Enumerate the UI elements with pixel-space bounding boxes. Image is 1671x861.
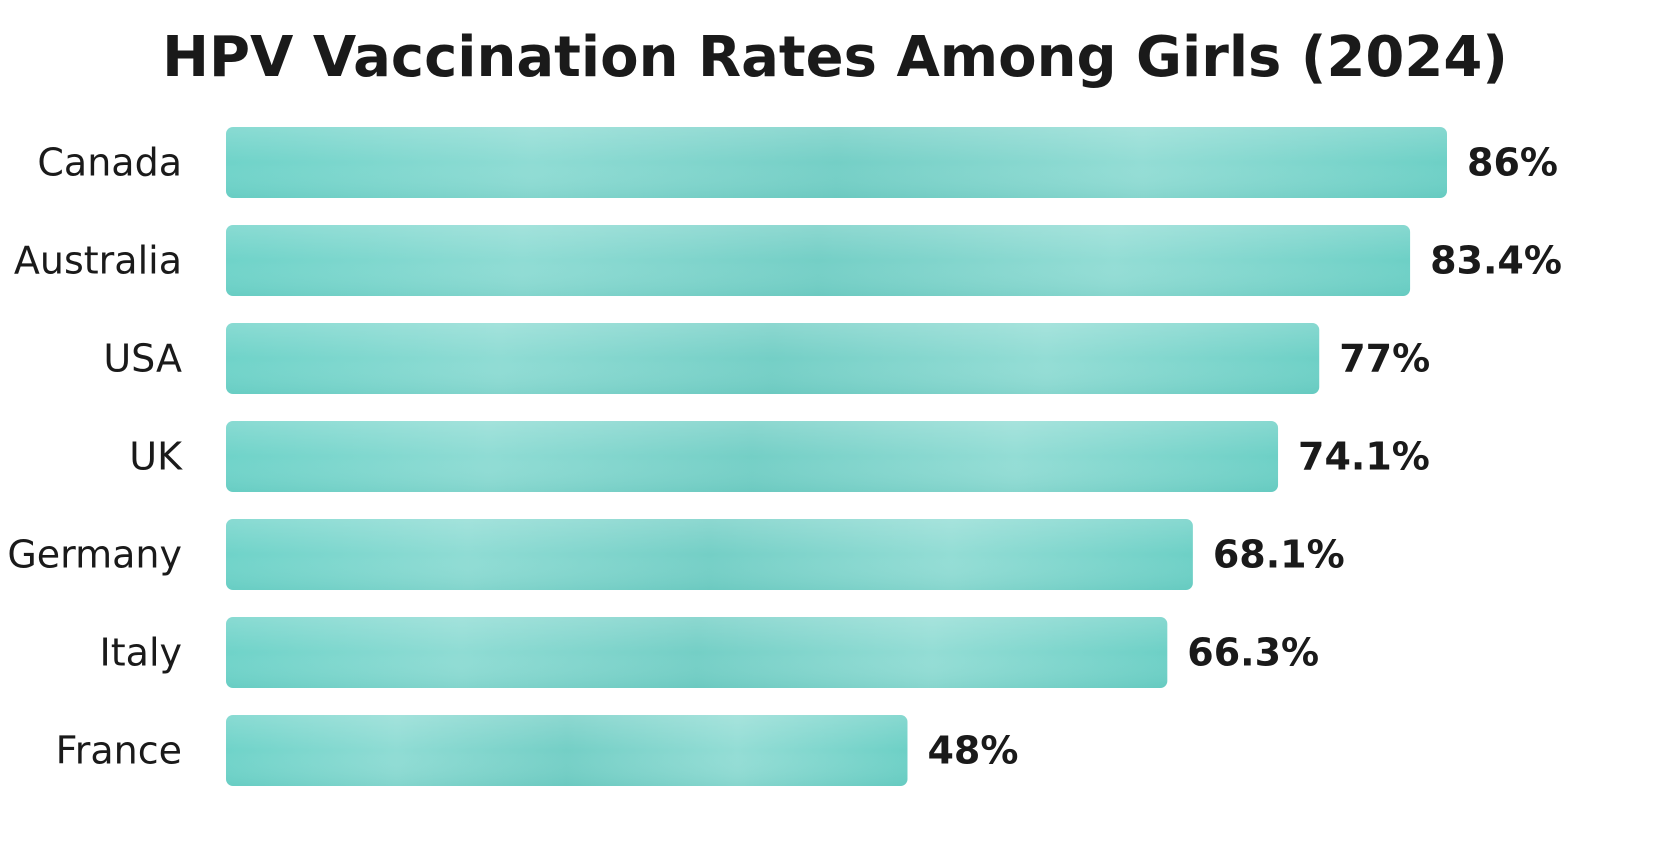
bar-row: UK 74.1% [129, 421, 1430, 492]
value-label: 74.1% [1298, 435, 1430, 479]
category-label: Canada [37, 141, 182, 185]
value-label: 77% [1339, 337, 1430, 381]
value-label: 66.3% [1187, 631, 1319, 675]
category-label: Germany [7, 533, 182, 577]
value-label: 48% [927, 729, 1018, 773]
category-label: France [56, 729, 182, 773]
bar-row: Germany 68.1% [7, 519, 1345, 590]
category-label: Australia [14, 239, 182, 283]
bars-layer: Canada 86% Australia 83.4% USA 77% UK 74.1% Germ… [7, 127, 1562, 786]
chart-title: HPV Vaccination Rates Among Girls (2024) [162, 25, 1508, 90]
value-label: 86% [1467, 141, 1558, 185]
bar-sheen [226, 617, 1168, 688]
bar-sheen [226, 715, 908, 786]
bar-row: USA 77% [103, 323, 1430, 394]
category-label: UK [129, 435, 183, 479]
category-label: USA [103, 337, 182, 381]
value-label: 68.1% [1213, 533, 1345, 577]
bar-row: Italy 66.3% [100, 617, 1319, 688]
bar-row: Australia 83.4% [14, 225, 1562, 296]
bar-row: Canada 86% [37, 127, 1558, 198]
bar-row: France 48% [56, 715, 1018, 786]
bar-sheen [226, 323, 1320, 394]
bar-sheen [226, 127, 1447, 198]
category-label: Italy [100, 631, 182, 675]
bar-sheen [226, 519, 1193, 590]
bar-sheen [226, 421, 1279, 492]
bar-sheen [226, 225, 1411, 296]
value-label: 83.4% [1430, 239, 1562, 283]
